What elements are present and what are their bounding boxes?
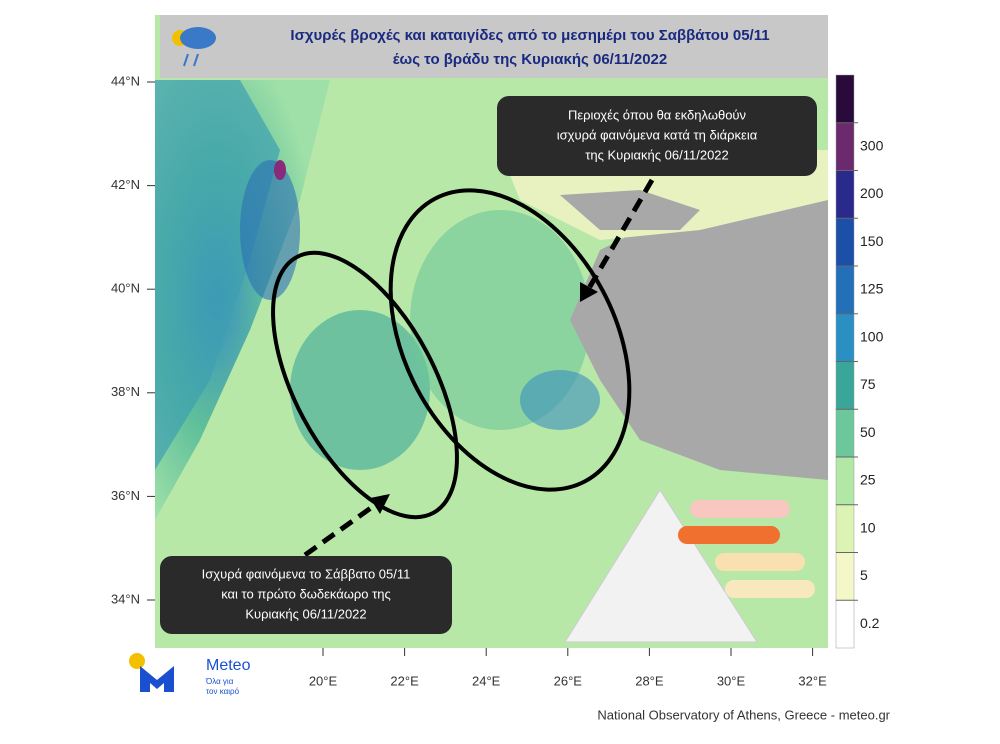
colorbar-label: 0.2 (860, 615, 880, 631)
risk-level (725, 580, 815, 598)
risk-level (678, 526, 780, 544)
colorbar-segment (835, 552, 855, 601)
colorbar-segment (835, 170, 855, 219)
lat-label: 34°N (111, 591, 140, 606)
lat-label: 42°N (111, 177, 140, 192)
rain-field (290, 310, 430, 470)
lon-label: 28°E (635, 673, 664, 688)
footer: National Observatory of Athens, Greece -… (597, 707, 890, 722)
callout-text: Κυριακής 06/11/2022 (245, 606, 366, 621)
arrow-head (370, 494, 390, 514)
callout-text: της Κυριακής 06/11/2022 (585, 147, 729, 162)
colorbar-label: 150 (860, 233, 884, 249)
colorbar-label: 75 (860, 376, 876, 392)
colorbar-label: 25 (860, 472, 876, 488)
turkey-land (570, 180, 828, 480)
rain-field (155, 80, 280, 470)
callout-bottom (160, 556, 452, 634)
title-line: έως το βράδυ της Κυριακής 06/11/2022 (393, 51, 667, 68)
lon-label: 32°E (798, 673, 827, 688)
title-line: Ισχυρές βροχές και καταιγίδες από το μεσ… (290, 27, 769, 44)
weather-icon (172, 27, 216, 67)
risk-inset (564, 489, 758, 643)
colorbar-label: 200 (860, 185, 884, 201)
risk-level (715, 553, 805, 571)
ellipse-saturday (271, 250, 459, 520)
rain-peak (274, 160, 286, 180)
risk-level (690, 500, 790, 518)
ellipse-sunday (388, 188, 632, 492)
colorbar-segment (835, 456, 855, 505)
colorbar-segment (835, 600, 855, 649)
lon-label: 20°E (309, 673, 338, 688)
logo: Meteo Όλα για τον καιρό (129, 653, 251, 696)
title-box (160, 15, 828, 78)
rain-field (240, 160, 300, 300)
colorbar-segment (835, 218, 855, 267)
colorbar-segment (835, 409, 855, 458)
lat-label: 38°N (111, 384, 140, 399)
callout-text: Ισχυρά φαινόμενα το Σάββατο 05/11 (202, 566, 411, 581)
logo-tagline: τον καιρό (206, 687, 240, 696)
land (560, 190, 700, 230)
colorbar-label: 100 (860, 328, 884, 344)
colorbar-label: 10 (860, 519, 876, 535)
colorbar-segment (835, 313, 855, 362)
colorbar-segment (835, 361, 855, 410)
lon-label: 30°E (717, 673, 746, 688)
lat-label: 40°N (111, 281, 140, 296)
lat-label: 36°N (111, 488, 140, 503)
arrow (303, 502, 377, 558)
lon-label: 22°E (390, 673, 419, 688)
colorbar-label: 50 (860, 424, 876, 440)
logo-tagline: Όλα για (205, 677, 234, 686)
rain-field (520, 370, 600, 430)
arrow-head (580, 282, 598, 302)
colorbar-segment (835, 265, 855, 314)
callout-text: και το πρώτο δωδεκάωρο της (221, 586, 391, 601)
colorbar-label: 300 (860, 137, 884, 153)
colorbar-segment (835, 74, 855, 123)
lat-label: 44°N (111, 73, 140, 88)
callout-text: Περιοχές όπου θα εκδηλωθούν (568, 107, 746, 122)
colorbar-label: 5 (860, 567, 868, 583)
lon-label: 26°E (554, 673, 583, 688)
lon-label: 24°E (472, 673, 501, 688)
colorbar-segment (835, 122, 855, 171)
colorbar-label: 125 (860, 281, 884, 297)
colorbar-segment (835, 504, 855, 553)
callout-top (497, 96, 817, 176)
callout-text: ισχυρά φαινόμενα κατά τη διάρκεια (557, 127, 758, 142)
logo-name: Meteo (206, 657, 251, 674)
